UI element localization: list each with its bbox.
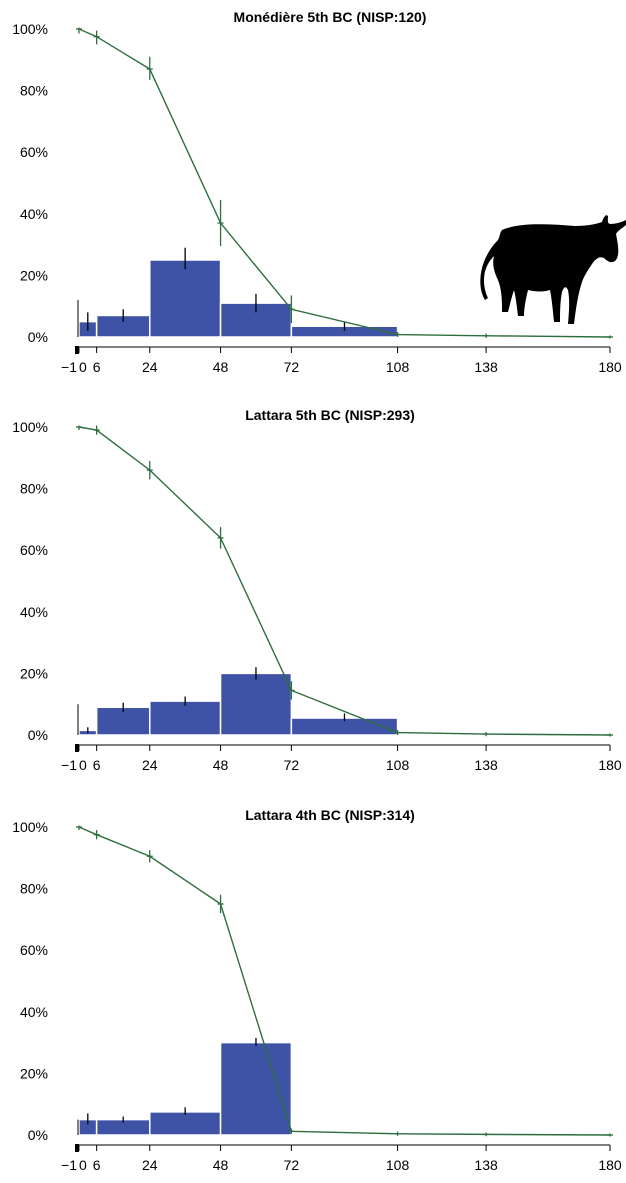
x-tick-label: −1 <box>61 359 77 375</box>
x-tick-label: 180 <box>598 359 622 375</box>
chart-title: Lattara 4th BC (NISP:314) <box>245 807 415 823</box>
x-tick-label: −1 <box>61 757 77 773</box>
x-tick-label: 138 <box>474 359 498 375</box>
age-class-bar <box>149 259 222 338</box>
x-tick-label: 108 <box>386 757 410 773</box>
x-tick-label: 108 <box>386 359 410 375</box>
y-tick-label: 40% <box>20 1004 48 1020</box>
y-tick-label: 80% <box>20 83 48 99</box>
x-tick-label: −1 <box>61 1157 77 1173</box>
x-tick-label: 24 <box>142 1157 158 1173</box>
cattle-silhouette-icon <box>480 215 626 324</box>
x-tick-label: 138 <box>474 757 498 773</box>
x-axis-origin-mark <box>75 346 79 354</box>
x-tick-label: 48 <box>213 359 229 375</box>
x-tick-label: 24 <box>142 757 158 773</box>
x-axis-origin-mark <box>75 1144 79 1152</box>
age-class-bar <box>219 672 293 736</box>
y-tick-label: 80% <box>20 881 48 897</box>
y-tick-label: 20% <box>20 1065 48 1081</box>
x-tick-label: 48 <box>213 1157 229 1173</box>
x-tick-label: 24 <box>142 359 158 375</box>
y-tick-label: 0% <box>28 329 48 345</box>
y-tick-label: 40% <box>20 604 48 620</box>
chart-panel-1: Monédière 5th BC (NISP:120) 0% 20% 40% 60% 80… <box>12 9 622 375</box>
y-tick-label: 60% <box>20 144 48 160</box>
x-tick-label: 0 <box>79 1157 87 1173</box>
x-tick-label: 180 <box>598 1157 622 1173</box>
y-tick-label: 100% <box>12 21 48 37</box>
age-class-bar <box>149 700 222 736</box>
chart-panel-2: Lattara 5th BC (NISP:293) 0% 20% 40% 60% 80% 1… <box>12 407 622 773</box>
y-tick-label: 60% <box>20 542 48 558</box>
x-tick-label: 180 <box>598 757 622 773</box>
y-tick-label: 100% <box>12 819 48 835</box>
x-axis-origin-mark <box>75 744 79 752</box>
x-tick-label: 72 <box>284 757 300 773</box>
y-tick-label: 0% <box>28 727 48 743</box>
y-tick-label: 100% <box>12 419 48 435</box>
survivorship-line <box>78 826 611 1136</box>
x-tick-label: 0 <box>79 757 87 773</box>
x-tick-label: 138 <box>474 1157 498 1173</box>
age-class-bar <box>219 1041 293 1136</box>
x-tick-label: 6 <box>93 1157 101 1173</box>
x-tick-label: 72 <box>284 359 300 375</box>
x-tick-label: 72 <box>284 1157 300 1173</box>
x-tick-label: 6 <box>93 359 101 375</box>
survivorship-line <box>78 28 611 338</box>
x-tick-label: 108 <box>386 1157 410 1173</box>
y-tick-label: 20% <box>20 665 48 681</box>
chart-title: Monédière 5th BC (NISP:120) <box>234 9 427 25</box>
x-tick-label: 0 <box>79 359 87 375</box>
x-tick-label: 6 <box>93 757 101 773</box>
y-tick-label: 0% <box>28 1127 48 1143</box>
y-tick-label: 60% <box>20 942 48 958</box>
chart-title: Lattara 5th BC (NISP:293) <box>245 407 415 423</box>
y-tick-label: 40% <box>20 206 48 222</box>
chart-panel-3: Lattara 4th BC (NISP:314) 0% 20% 40% 60% 80% 1… <box>12 807 622 1173</box>
survivorship-line <box>78 426 611 736</box>
x-tick-label: 48 <box>213 757 229 773</box>
y-tick-label: 80% <box>20 481 48 497</box>
y-tick-label: 20% <box>20 267 48 283</box>
age-class-bar <box>149 1111 222 1136</box>
